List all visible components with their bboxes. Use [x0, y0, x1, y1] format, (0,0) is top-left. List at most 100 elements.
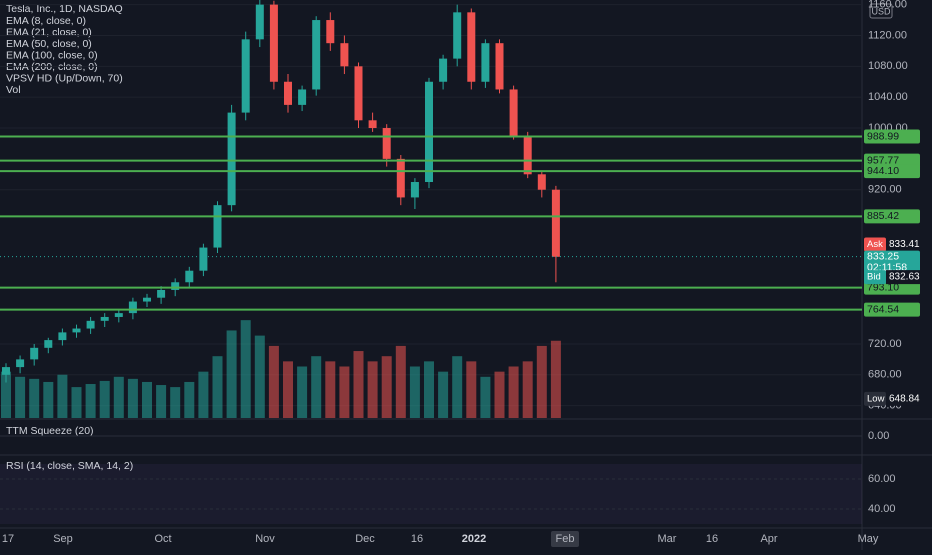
volume-bar [29, 378, 40, 418]
level-label: 988.99 [867, 130, 899, 142]
volume-bar [43, 381, 54, 418]
candle-body [326, 20, 335, 44]
volume-bar [127, 378, 138, 418]
volume-bar [198, 371, 209, 418]
currency: USD [871, 6, 891, 16]
candle-body [241, 39, 250, 113]
level-label: 957.77 [867, 154, 899, 166]
level-label-box [864, 302, 920, 317]
volume-bar [57, 374, 68, 418]
volume-bar [438, 371, 449, 418]
x-tick-label: 16 [411, 533, 423, 545]
candle-body [509, 89, 518, 136]
volume-bar [142, 381, 152, 418]
candle-body [481, 43, 490, 82]
volume-bar [480, 376, 491, 418]
candle-body [410, 182, 419, 198]
candle-body [495, 43, 504, 90]
volume-bar [297, 366, 308, 418]
quote-value-box [886, 237, 920, 252]
volume-bar [170, 387, 181, 418]
candle-body [354, 66, 363, 121]
y-tick-label: 720.00 [868, 338, 902, 350]
candle-body [312, 20, 321, 90]
candle-body [255, 4, 264, 40]
candle-body [114, 313, 123, 317]
pane-tick-label: 60.00 [868, 473, 896, 485]
x-tick-label: Sep [53, 533, 73, 545]
volume-bar [212, 356, 223, 418]
quote-value-box [886, 270, 920, 285]
legend-entry: EMA (21, close, 0) [6, 26, 92, 38]
quote-tag: Ask [867, 239, 883, 250]
candle-body [439, 58, 448, 82]
volume-bar [15, 376, 26, 418]
volume-bar [409, 366, 420, 418]
level-label-box [864, 164, 920, 179]
rsi-band [0, 464, 862, 524]
level-label: 885.42 [867, 210, 899, 222]
x-tick-label: Nov [255, 533, 275, 545]
level-label-box [864, 129, 920, 144]
chart-title: Tesla, Inc., 1D, NASDAQ [6, 3, 123, 15]
y-tick-label: 1080.00 [868, 60, 908, 72]
candle-body [157, 289, 166, 298]
legend-entry: EMA (8, close, 0) [6, 15, 86, 27]
legend-entry: Vol [6, 84, 21, 96]
candle-body [453, 12, 462, 59]
candle-body [368, 120, 377, 129]
volume-bar [395, 345, 406, 418]
candle-body [213, 205, 222, 248]
quote-tag: Bid [867, 272, 881, 283]
volume-bar [353, 351, 364, 418]
legend-entry: EMA (100, close, 0) [6, 49, 98, 61]
volume-bar [311, 356, 322, 418]
candle-body [58, 332, 67, 341]
candle-body [44, 340, 53, 348]
volume-bar [522, 361, 533, 418]
y-tick-label: 680.00 [868, 369, 902, 381]
candle-body [86, 320, 95, 329]
quote-value-box [886, 391, 920, 406]
volume-bar [85, 384, 96, 418]
candle-body [340, 43, 349, 67]
volume-bar [184, 381, 195, 418]
candle-body [16, 359, 25, 368]
last-price: 833.25 [867, 250, 899, 262]
candle-body [551, 189, 560, 257]
volume-bar [325, 361, 336, 418]
quote-value: 833.41 [889, 239, 920, 250]
candle-body [30, 347, 39, 360]
candle-body [284, 81, 292, 105]
candle-body [467, 12, 476, 82]
volume-bar [226, 330, 237, 418]
candle-body [269, 4, 278, 82]
quote-tag-box [864, 270, 886, 285]
volume-bar [254, 335, 265, 418]
volume-bar [71, 387, 82, 418]
candle-body [382, 128, 391, 159]
volume-bar [1, 371, 11, 418]
time-highlight [551, 531, 579, 547]
volume-bar [339, 366, 350, 418]
candle-body [425, 81, 433, 183]
quote-value: 648.84 [889, 393, 920, 404]
pane-title: RSI (14, close, SMA, 14, 2) [6, 460, 133, 472]
volume-bar [494, 371, 505, 418]
volume-bar [156, 385, 167, 418]
y-tick-label: 1120.00 [868, 29, 907, 41]
candle-body [298, 89, 307, 105]
candle-body [100, 316, 109, 321]
pane-title: TTM Squeeze (20) [6, 425, 94, 437]
level-label: 793.10 [867, 281, 899, 293]
y-tick-label: 1160.00 [868, 0, 907, 11]
volume-bar [550, 340, 561, 418]
volume-bar [367, 361, 378, 418]
candle-body [72, 328, 81, 333]
candle-body [523, 135, 532, 175]
volume-bar [508, 366, 519, 418]
x-tick-label: 17 [2, 533, 14, 545]
y-tick-label: 920.00 [868, 184, 902, 196]
